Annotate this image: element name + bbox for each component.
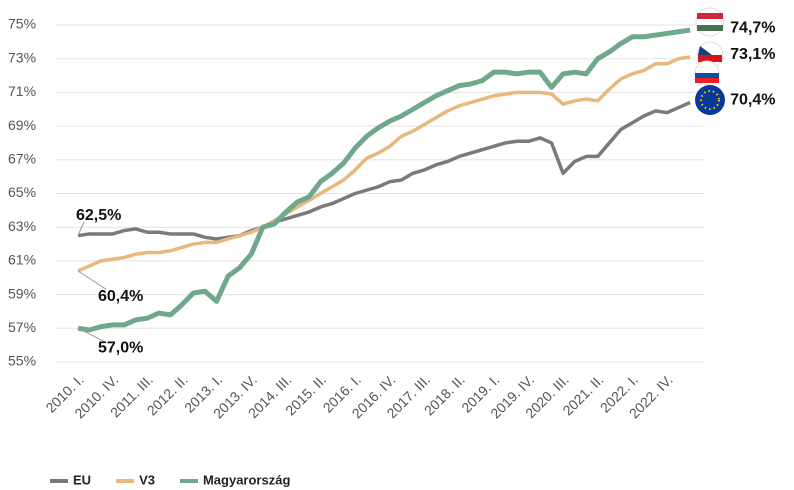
series-line (77, 27, 691, 333)
series-line (77, 55, 691, 273)
value-label: 73,1% (730, 46, 775, 63)
y-tick-label: 69% (8, 117, 36, 133)
y-tick-label: 55% (8, 353, 36, 369)
value-label: 62,5% (76, 207, 121, 224)
y-tick-label: 65% (8, 184, 36, 200)
y-tick-label: 63% (8, 218, 36, 234)
leader-line (77, 221, 85, 236)
y-tick-label: 57% (8, 319, 36, 335)
legend-label: EU (73, 472, 91, 487)
value-label: 60,4% (98, 288, 143, 305)
y-tick-label: 71% (8, 83, 36, 99)
legend-label: V3 (139, 472, 155, 487)
leader-line (77, 270, 107, 290)
y-tick-label: 73% (8, 49, 36, 65)
leader-line (77, 327, 107, 343)
value-label: 74,7% (730, 19, 775, 36)
legend-label: Magyarország (203, 472, 290, 487)
y-tick-label: 59% (8, 285, 36, 301)
y-tick-label: 61% (8, 252, 36, 268)
y-tick-label: 75% (8, 16, 36, 32)
y-tick-label: 67% (8, 151, 36, 167)
series-line (77, 100, 691, 241)
value-label: 57,0% (98, 340, 143, 357)
flag-icons (694, 7, 725, 115)
value-label: 70,4% (730, 92, 775, 109)
